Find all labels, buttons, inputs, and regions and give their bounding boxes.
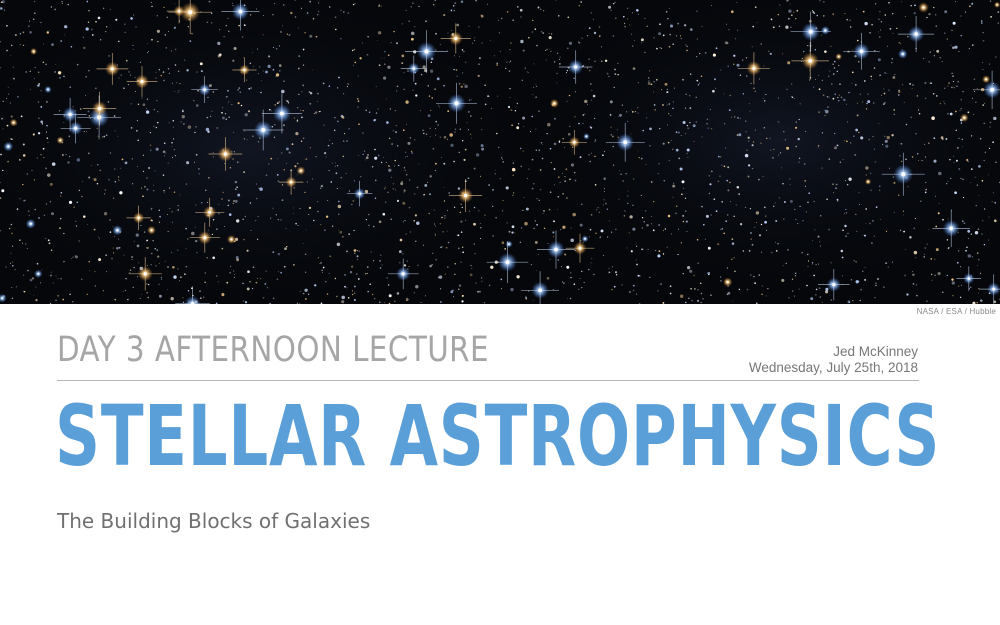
header-divider <box>57 380 919 381</box>
lecture-date: Wednesday, July 25th, 2018 <box>748 360 918 375</box>
image-credit: NASA / ESA / Hubble <box>916 307 996 316</box>
author-name: Jed McKinney <box>833 344 918 359</box>
lecture-day-heading: DAY 3 AFTERNOON LECTURE <box>57 330 490 370</box>
page-subtitle: The Building Blocks of Galaxies <box>57 509 371 533</box>
author-block: Jed McKinney Wednesday, July 25th, 2018 <box>749 344 918 376</box>
star-field-svg <box>0 0 1000 304</box>
page-title: STELLAR ASTROPHYSICS <box>55 387 941 485</box>
star-field-image <box>0 0 1000 304</box>
